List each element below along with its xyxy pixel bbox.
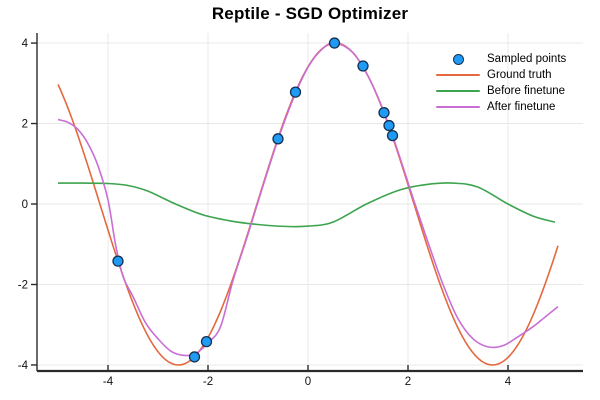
y-tick-label: 2 <box>22 119 28 131</box>
sampled-point <box>272 133 284 145</box>
line-swatch-icon <box>434 90 482 92</box>
legend-item-before-finetune: Before finetune <box>434 83 566 99</box>
x-tick-label: 2 <box>405 376 411 388</box>
sampled-point <box>188 351 201 363</box>
legend-item-after-finetune: After finetune <box>434 99 566 115</box>
sampled-point <box>200 335 213 348</box>
sampled-point <box>289 86 302 98</box>
before-finetune-line <box>57 182 556 228</box>
x-tick-label: 4 <box>505 376 512 388</box>
sampled-point <box>378 107 390 119</box>
sampled-point <box>386 129 399 142</box>
legend-label: Ground truth <box>487 69 552 81</box>
line-swatch-icon <box>434 106 482 108</box>
legend: Sampled points Ground truth Before finet… <box>434 51 566 115</box>
legend-item-ground-truth: Ground truth <box>434 67 566 83</box>
sampled-point <box>383 119 395 132</box>
chart-title: Reptile - SGD Optimizer <box>211 4 409 23</box>
scatter-marker-icon <box>434 53 482 65</box>
sampled-point <box>112 255 124 267</box>
legend-label: Before finetune <box>487 85 566 97</box>
y-tick-label: 4 <box>22 38 29 50</box>
sampled-point <box>357 60 369 72</box>
x-tick-label: -4 <box>103 376 114 388</box>
x-tick-label: -2 <box>203 376 213 388</box>
y-tick-label: -2 <box>18 279 28 291</box>
y-tick-label: 0 <box>22 199 28 211</box>
legend-label: After finetune <box>487 101 556 113</box>
legend-label: Sampled points <box>487 53 567 65</box>
y-tick-label: -4 <box>18 360 29 372</box>
line-swatch-icon <box>434 74 482 76</box>
x-tick-label: 0 <box>305 376 311 388</box>
legend-item-sampled-points: Sampled points <box>434 51 566 67</box>
sampled-point <box>328 37 341 49</box>
